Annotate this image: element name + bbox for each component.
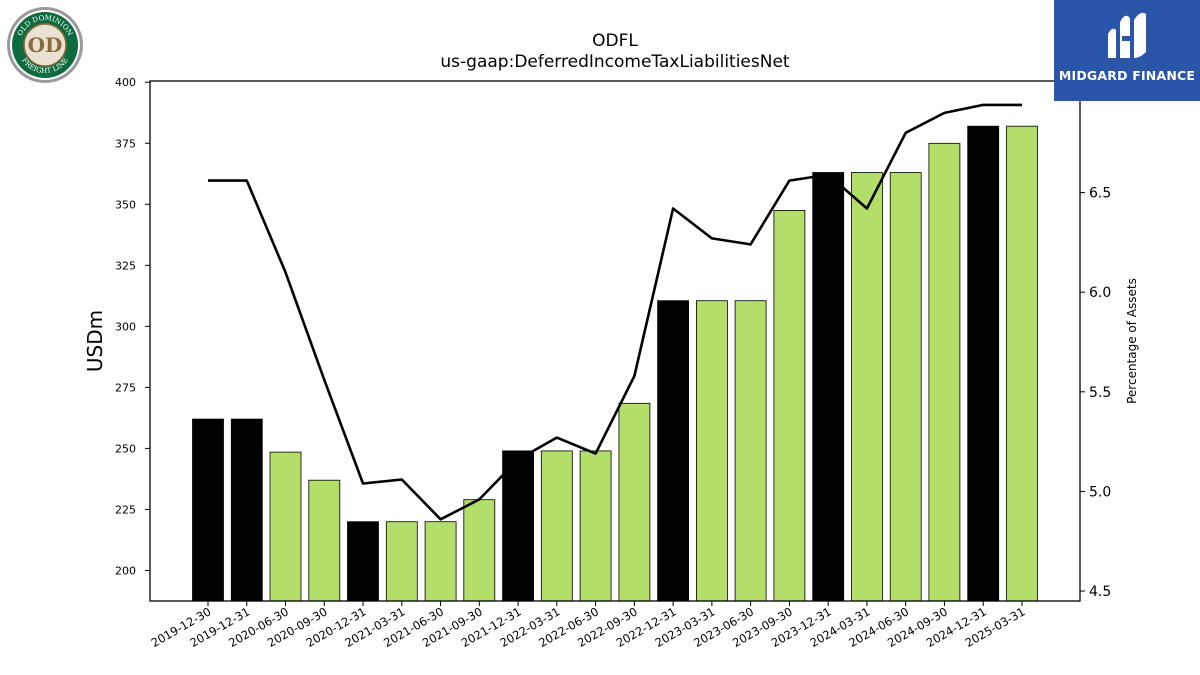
percentage-of-assets-line (208, 103, 1022, 521)
bar-2023-09-30 (773, 209, 806, 602)
y2-axis-label: Percentage of Assets (1125, 278, 1139, 404)
bar-group (192, 125, 1038, 602)
old-dominion-logo: OD OLD DOMINION FREIGHT LINE (7, 7, 83, 83)
y2-tick-label: 5.5 (1089, 385, 1111, 401)
y2-tick-label: 4.5 (1089, 584, 1111, 600)
y-tick-label: 200 (115, 564, 136, 577)
left-axis-ticks: 200 225 250 275 300 325 350 375 400 (115, 76, 150, 577)
y-tick-label: 300 (115, 320, 136, 333)
bar-2019-12-30 (192, 418, 224, 602)
y-tick-label: 250 (115, 442, 136, 455)
bar-2021-09-30 (463, 499, 496, 602)
bar-2022-03-31 (540, 450, 573, 602)
y-tick-label: 275 (115, 381, 136, 394)
bar-2023-03-31 (696, 300, 728, 602)
bar-2021-03-31 (385, 521, 418, 602)
y2-tick-label: 5.0 (1089, 484, 1111, 500)
y2-tick-label: 6.5 (1089, 186, 1111, 202)
bar-2020-09-30 (308, 479, 341, 602)
midgard-mark-icon (1108, 12, 1146, 58)
bar-2024-12-31 (967, 125, 1000, 602)
y-tick-label: 225 (115, 503, 136, 516)
bar-2024-06-30 (889, 172, 922, 602)
bar-2022-06-30 (579, 450, 612, 602)
bar-2023-06-30 (734, 300, 767, 602)
bar-2020-06-30 (269, 451, 302, 602)
y-tick-label: 375 (115, 137, 136, 150)
chart-title: ODFL (592, 31, 638, 51)
y-tick-label: 325 (115, 259, 136, 272)
brand-name: MIDGARD FINANCE (1058, 68, 1196, 83)
chart-subtitle: us-gaap:DeferredIncomeTaxLiabilitiesNet (440, 52, 790, 72)
y-tick-label: 400 (115, 76, 136, 89)
midgard-finance-logo: MIDGARD FINANCE (1054, 0, 1200, 101)
bar-2025-03-31 (1006, 125, 1038, 602)
x-axis-ticks: 2019-12-302019-12-312020-06-302020-09-30… (149, 601, 1027, 650)
y2-tick-label: 6.0 (1089, 285, 1111, 301)
bar-2023-12-31 (812, 172, 845, 602)
y-axis-label: USDm (83, 310, 107, 372)
y-tick-label: 350 (115, 198, 136, 211)
bar-2022-09-30 (618, 402, 651, 602)
bar-2020-12-31 (347, 521, 379, 602)
svg-text:OD: OD (28, 33, 63, 57)
plot-frame (149, 80, 1081, 602)
bar-2019-12-31 (230, 418, 263, 602)
bar-2024-03-31 (851, 172, 883, 602)
bar-2024-09-30 (928, 142, 961, 602)
bar-2021-06-30 (424, 521, 457, 602)
right-axis-ticks: 4.5 5.0 5.5 6.0 6.5 (1080, 186, 1111, 600)
bar-2021-12-31 (502, 450, 535, 602)
bar-2022-12-31 (657, 300, 689, 602)
